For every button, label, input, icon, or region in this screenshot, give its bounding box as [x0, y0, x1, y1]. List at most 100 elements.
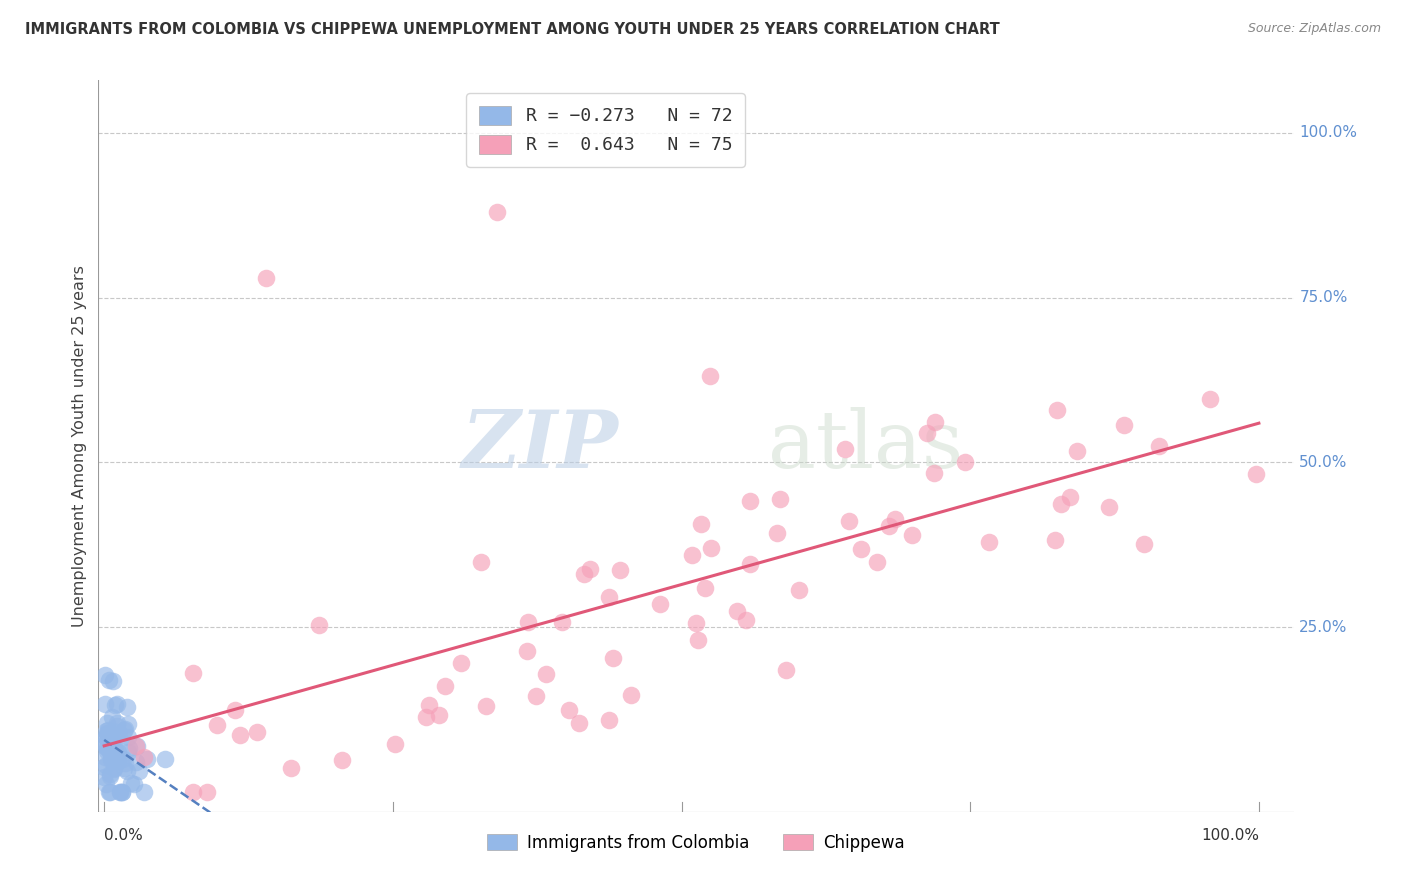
- Point: [834, 442, 856, 456]
- Point: [100, 732, 122, 747]
- Point: [789, 583, 811, 598]
- Text: 100.0%: 100.0%: [1299, 126, 1357, 141]
- Point: [125, 739, 148, 753]
- Point: [1147, 439, 1170, 453]
- Point: [94, 731, 117, 745]
- Point: [1244, 467, 1267, 481]
- Text: 75.0%: 75.0%: [1299, 290, 1348, 305]
- Point: [765, 526, 787, 541]
- Point: [98, 785, 121, 799]
- Point: [517, 615, 540, 629]
- Text: 0.0%: 0.0%: [104, 828, 143, 843]
- Point: [602, 651, 624, 665]
- Point: [1045, 533, 1067, 547]
- Point: [104, 749, 127, 764]
- Point: [924, 415, 946, 429]
- Point: [689, 517, 711, 532]
- Point: [1098, 500, 1121, 514]
- Point: [229, 728, 252, 742]
- Point: [111, 785, 134, 799]
- Point: [112, 723, 135, 738]
- Point: [1066, 444, 1088, 458]
- Point: [110, 785, 132, 799]
- Point: [96, 726, 118, 740]
- Point: [877, 518, 900, 533]
- Point: [108, 785, 131, 799]
- Point: [103, 762, 125, 776]
- Point: [1049, 497, 1071, 511]
- Point: [117, 716, 139, 731]
- Point: [107, 755, 129, 769]
- Point: [117, 699, 139, 714]
- Point: [98, 730, 121, 744]
- Point: [117, 730, 139, 744]
- Point: [884, 512, 907, 526]
- Point: [96, 723, 118, 738]
- Point: [98, 673, 121, 687]
- Point: [100, 749, 122, 764]
- Point: [96, 743, 118, 757]
- Y-axis label: Unemployment Among Youth under 25 years: Unemployment Among Youth under 25 years: [72, 265, 87, 627]
- Point: [224, 703, 246, 717]
- Point: [117, 740, 139, 755]
- Point: [107, 745, 129, 759]
- Point: [735, 613, 758, 627]
- Point: [100, 753, 122, 767]
- Point: [915, 425, 938, 440]
- Point: [924, 466, 946, 480]
- Point: [114, 722, 136, 736]
- Point: [427, 707, 450, 722]
- Point: [94, 750, 117, 764]
- Point: [122, 777, 145, 791]
- Point: [900, 528, 922, 542]
- Point: [699, 369, 721, 384]
- Point: [524, 689, 547, 703]
- Point: [104, 743, 127, 757]
- Point: [775, 663, 797, 677]
- Point: [134, 785, 156, 799]
- Point: [93, 770, 115, 784]
- Point: [101, 738, 124, 752]
- Point: [1199, 392, 1222, 407]
- Point: [105, 698, 128, 712]
- Point: [1059, 491, 1081, 505]
- Point: [105, 725, 128, 739]
- Point: [103, 731, 125, 746]
- Point: [620, 688, 643, 702]
- Point: [105, 719, 128, 733]
- Point: [101, 710, 124, 724]
- Point: [195, 785, 218, 799]
- Point: [849, 541, 872, 556]
- Point: [114, 756, 136, 770]
- Point: [598, 714, 620, 728]
- Point: [104, 698, 127, 712]
- Point: [96, 716, 118, 731]
- Point: [97, 723, 120, 738]
- Point: [598, 591, 620, 605]
- Point: [769, 491, 792, 506]
- Point: [135, 752, 157, 766]
- Point: [112, 752, 135, 766]
- Point: [738, 494, 761, 508]
- Point: [103, 739, 125, 753]
- Point: [103, 761, 125, 775]
- Point: [125, 756, 148, 770]
- Text: 25.0%: 25.0%: [1299, 620, 1348, 635]
- Point: [308, 618, 330, 632]
- Point: [648, 597, 671, 611]
- Point: [254, 271, 277, 285]
- Point: [838, 515, 860, 529]
- Point: [1112, 417, 1135, 432]
- Point: [107, 754, 129, 768]
- Point: [516, 644, 538, 658]
- Point: [120, 776, 142, 790]
- Point: [551, 615, 574, 630]
- Point: [725, 604, 748, 618]
- Point: [94, 758, 117, 772]
- Point: [450, 657, 472, 671]
- Point: [246, 724, 269, 739]
- Point: [98, 785, 121, 799]
- Point: [953, 454, 976, 468]
- Point: [181, 785, 204, 799]
- Point: [96, 777, 118, 791]
